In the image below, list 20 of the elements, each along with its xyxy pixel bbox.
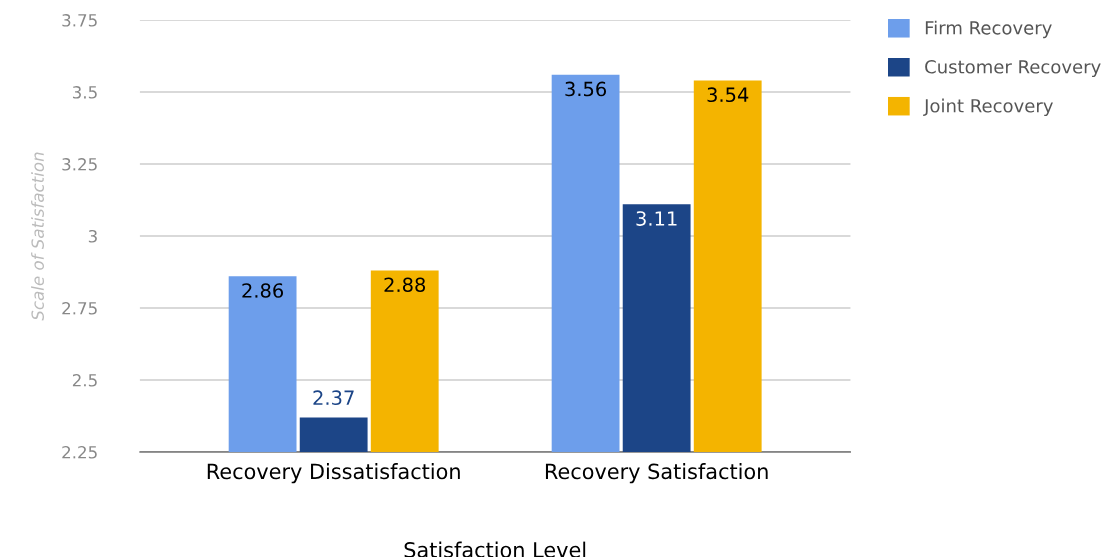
y-tick-label: 2.5 — [72, 373, 97, 387]
legend-label: Customer Recovery — [925, 59, 1101, 78]
y-tick-label: 3.75 — [62, 14, 97, 27]
data-label: 3.56 — [565, 81, 607, 97]
data-label: 3.11 — [636, 211, 677, 226]
y-tick-label: 2.25 — [62, 445, 97, 459]
x-axis-title: Satisfaction Level — [404, 541, 586, 557]
y-tick-label: 3.25 — [62, 158, 97, 171]
y-tick-label: 3 — [88, 229, 97, 243]
y-tick-label: 2.75 — [62, 301, 97, 315]
y-axis-title: Scale of Satisfaction — [31, 152, 44, 321]
data-label: 2.86 — [242, 283, 284, 298]
legend-label: Joint Recovery — [923, 98, 1053, 117]
legend-label: Firm Recovery — [925, 20, 1052, 39]
data-label: 2.37 — [313, 390, 354, 406]
x-tick-label: Recovery Satisfaction — [545, 463, 768, 484]
data-label: 2.88 — [384, 277, 426, 293]
x-tick-label: Recovery Dissatisfaction — [207, 463, 460, 484]
y-tick-label: 3.5 — [72, 86, 97, 99]
data-label: 3.54 — [707, 87, 749, 103]
